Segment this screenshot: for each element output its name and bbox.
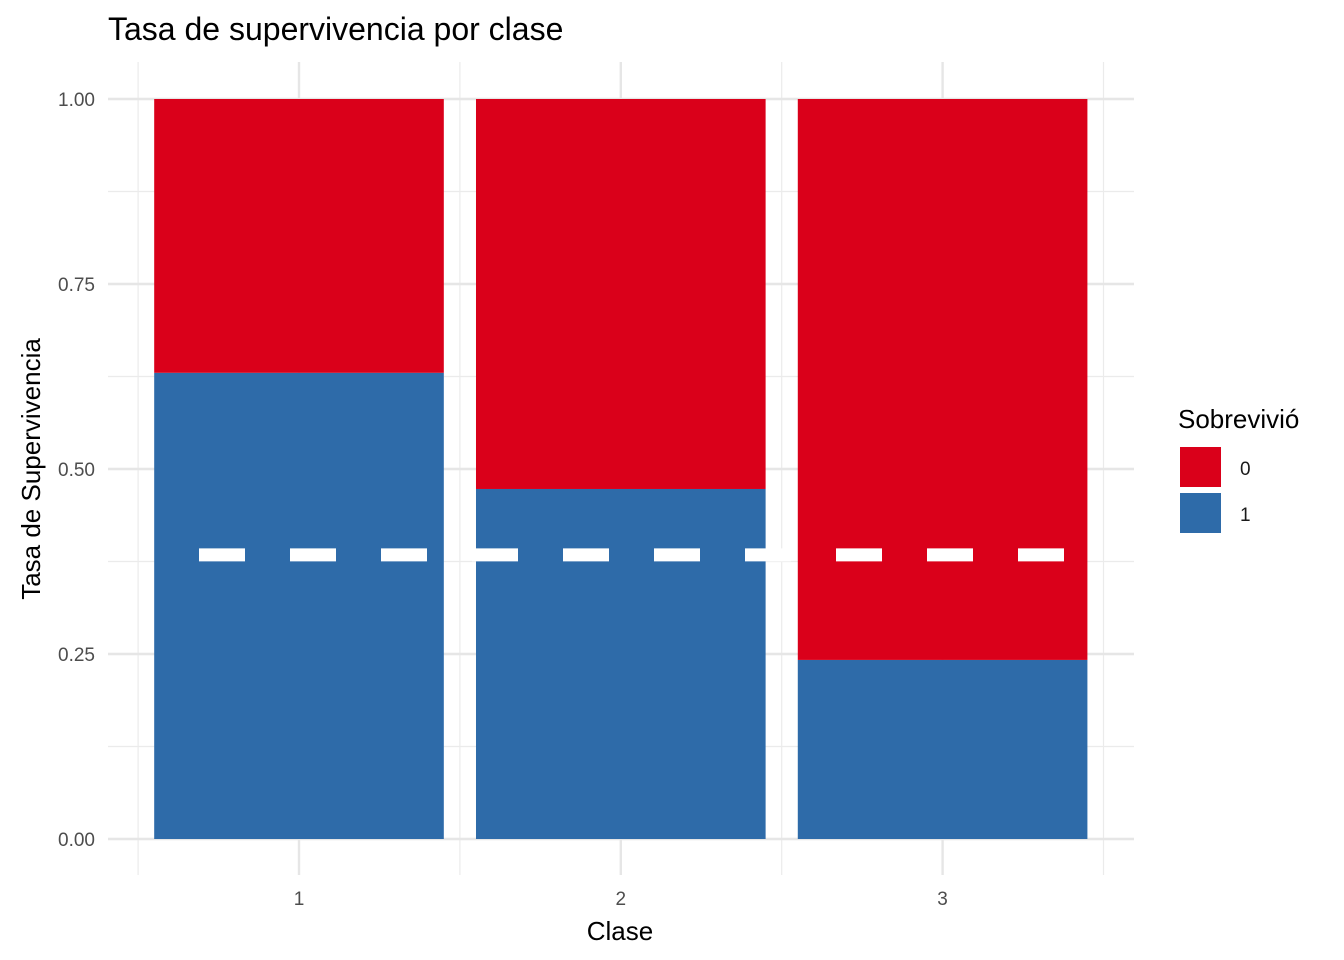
y-tick-label: 1.00 [58,90,95,111]
bar-2-series-1 [475,488,766,839]
y-tick-label: 0.00 [58,830,95,851]
bar-2-series-0 [475,99,766,489]
legend-key-0 [1178,445,1223,489]
x-tick-label: 2 [616,889,627,910]
bar-3-series-1 [797,659,1088,839]
y-tick-label: 0.50 [58,460,95,481]
bar-3-series-0 [797,99,1088,660]
legend-key-1 [1178,491,1223,535]
bar-1-series-0 [154,99,444,373]
x-tick-labels: 1 2 3 [294,889,948,910]
chart-title: Tasa de supervivencia por clase [108,11,563,47]
x-tick-label: 3 [937,889,948,910]
legend-title: Sobrevivió [1178,404,1299,434]
x-tick-label: 1 [294,889,305,910]
y-axis-title: Tasa de Supervivencia [16,338,46,600]
legend-label-0: 0 [1240,459,1251,480]
x-axis-title: Clase [587,916,653,946]
legend-label-1: 1 [1240,505,1251,526]
bar-1-series-1 [154,372,444,839]
y-tick-label: 0.75 [58,275,95,296]
y-tick-labels: 0.00 0.25 0.50 0.75 1.00 [58,90,95,851]
bars [154,99,1088,839]
y-tick-label: 0.25 [58,645,95,666]
legend: Sobrevivió 0 1 [1178,404,1299,535]
